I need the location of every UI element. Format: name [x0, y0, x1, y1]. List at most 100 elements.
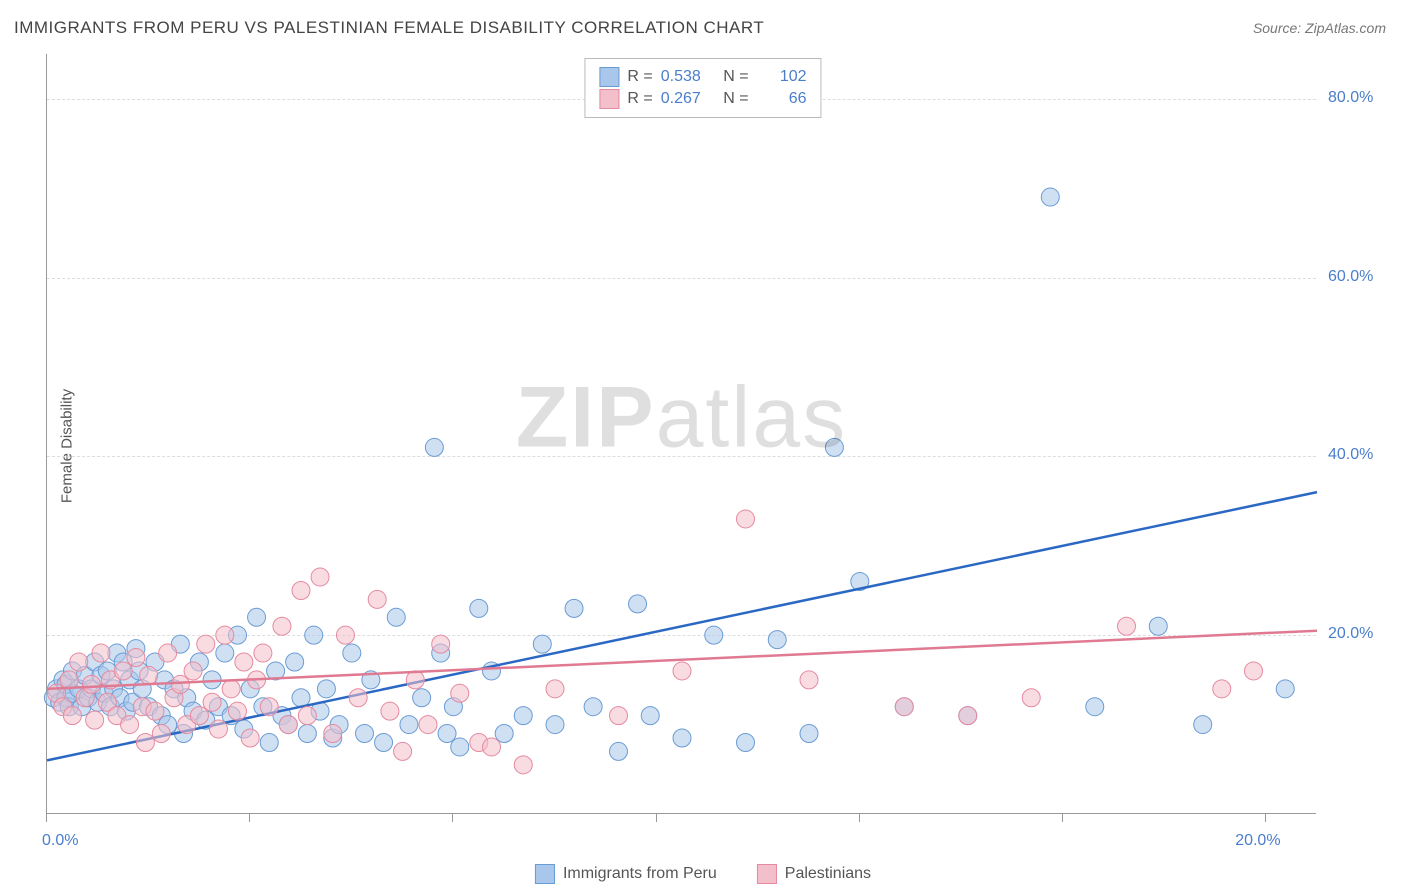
- data-point: [248, 608, 266, 626]
- data-point: [1086, 698, 1104, 716]
- data-point: [705, 626, 723, 644]
- data-point: [1213, 680, 1231, 698]
- data-point: [292, 689, 310, 707]
- data-point: [222, 680, 240, 698]
- y-tick-label: 80.0%: [1328, 89, 1373, 107]
- data-point: [1245, 662, 1263, 680]
- data-point: [394, 742, 412, 760]
- data-point: [565, 599, 583, 617]
- data-point: [825, 438, 843, 456]
- x-tick: [452, 814, 453, 822]
- data-point: [673, 729, 691, 747]
- data-point: [292, 581, 310, 599]
- data-point: [438, 725, 456, 743]
- data-point: [127, 649, 145, 667]
- y-tick-label: 20.0%: [1328, 625, 1373, 643]
- data-point: [159, 644, 177, 662]
- series-legend: Immigrants from Peru Palestinians: [535, 864, 871, 884]
- data-point: [641, 707, 659, 725]
- data-point: [209, 720, 227, 738]
- data-point: [349, 689, 367, 707]
- data-point: [197, 635, 215, 653]
- data-point: [136, 733, 154, 751]
- y-tick-label: 40.0%: [1328, 446, 1373, 464]
- data-point: [546, 716, 564, 734]
- data-point: [190, 707, 208, 725]
- data-point: [673, 662, 691, 680]
- x-tick: [1265, 814, 1266, 822]
- x-tick: [656, 814, 657, 822]
- data-point: [254, 644, 272, 662]
- data-point: [413, 689, 431, 707]
- swatch-icon: [599, 89, 619, 109]
- data-point: [336, 626, 354, 644]
- data-point: [432, 635, 450, 653]
- data-point: [241, 729, 259, 747]
- x-tick: [46, 814, 47, 822]
- data-point: [60, 671, 78, 689]
- data-point: [451, 738, 469, 756]
- data-point: [375, 733, 393, 751]
- data-point: [171, 675, 189, 693]
- data-point: [305, 626, 323, 644]
- data-point: [114, 662, 132, 680]
- data-point: [768, 631, 786, 649]
- x-tick-label: 20.0%: [1235, 832, 1280, 850]
- data-point: [286, 653, 304, 671]
- data-point: [800, 725, 818, 743]
- x-tick: [1062, 814, 1063, 822]
- x-tick: [249, 814, 250, 822]
- data-point: [1194, 716, 1212, 734]
- plot-area: ZIPatlas: [46, 54, 1316, 814]
- data-point: [584, 698, 602, 716]
- x-tick: [859, 814, 860, 822]
- data-point: [235, 653, 253, 671]
- data-point: [317, 680, 335, 698]
- data-point: [1022, 689, 1040, 707]
- data-point: [470, 599, 488, 617]
- data-point: [368, 590, 386, 608]
- swatch-icon: [757, 864, 777, 884]
- y-tick-label: 60.0%: [1328, 268, 1373, 286]
- chart-container: IMMIGRANTS FROM PERU VS PALESTINIAN FEMA…: [0, 0, 1406, 892]
- data-point: [514, 756, 532, 774]
- data-point: [86, 711, 104, 729]
- data-point: [629, 595, 647, 613]
- data-point: [343, 644, 361, 662]
- data-point: [451, 684, 469, 702]
- data-point: [260, 733, 278, 751]
- data-point: [425, 438, 443, 456]
- data-point: [273, 617, 291, 635]
- data-point: [533, 635, 551, 653]
- data-point: [260, 698, 278, 716]
- data-point: [298, 725, 316, 743]
- data-point: [279, 716, 297, 734]
- data-point: [216, 626, 234, 644]
- data-point: [381, 702, 399, 720]
- stats-row-palestinians: R = 0.267 N = 66: [599, 89, 806, 109]
- data-point: [610, 707, 628, 725]
- data-point: [146, 702, 164, 720]
- source-label: Source: ZipAtlas.com: [1253, 20, 1386, 36]
- data-point: [82, 675, 100, 693]
- data-point: [121, 716, 139, 734]
- data-point: [546, 680, 564, 698]
- x-tick-label: 0.0%: [42, 832, 78, 850]
- data-point: [298, 707, 316, 725]
- data-point: [514, 707, 532, 725]
- stats-row-peru: R = 0.538 N = 102: [599, 67, 806, 87]
- data-point: [387, 608, 405, 626]
- data-point: [400, 716, 418, 734]
- data-point: [800, 671, 818, 689]
- swatch-icon: [535, 864, 555, 884]
- data-point: [495, 725, 513, 743]
- data-point: [356, 725, 374, 743]
- data-point: [1041, 188, 1059, 206]
- data-point: [152, 725, 170, 743]
- data-point: [737, 510, 755, 528]
- data-point: [737, 733, 755, 751]
- data-point: [184, 662, 202, 680]
- data-point: [895, 698, 913, 716]
- data-point: [610, 742, 628, 760]
- data-point: [959, 707, 977, 725]
